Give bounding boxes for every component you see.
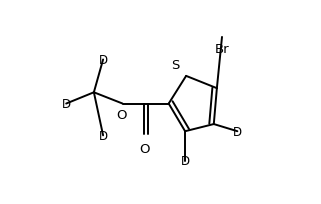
Text: S: S [171, 59, 179, 72]
Text: D: D [233, 125, 242, 138]
Text: D: D [99, 129, 108, 142]
Text: D: D [180, 155, 190, 168]
Text: D: D [62, 98, 71, 111]
Text: O: O [116, 109, 127, 122]
Text: Br: Br [215, 42, 229, 55]
Text: D: D [99, 54, 108, 67]
Text: O: O [139, 142, 149, 155]
